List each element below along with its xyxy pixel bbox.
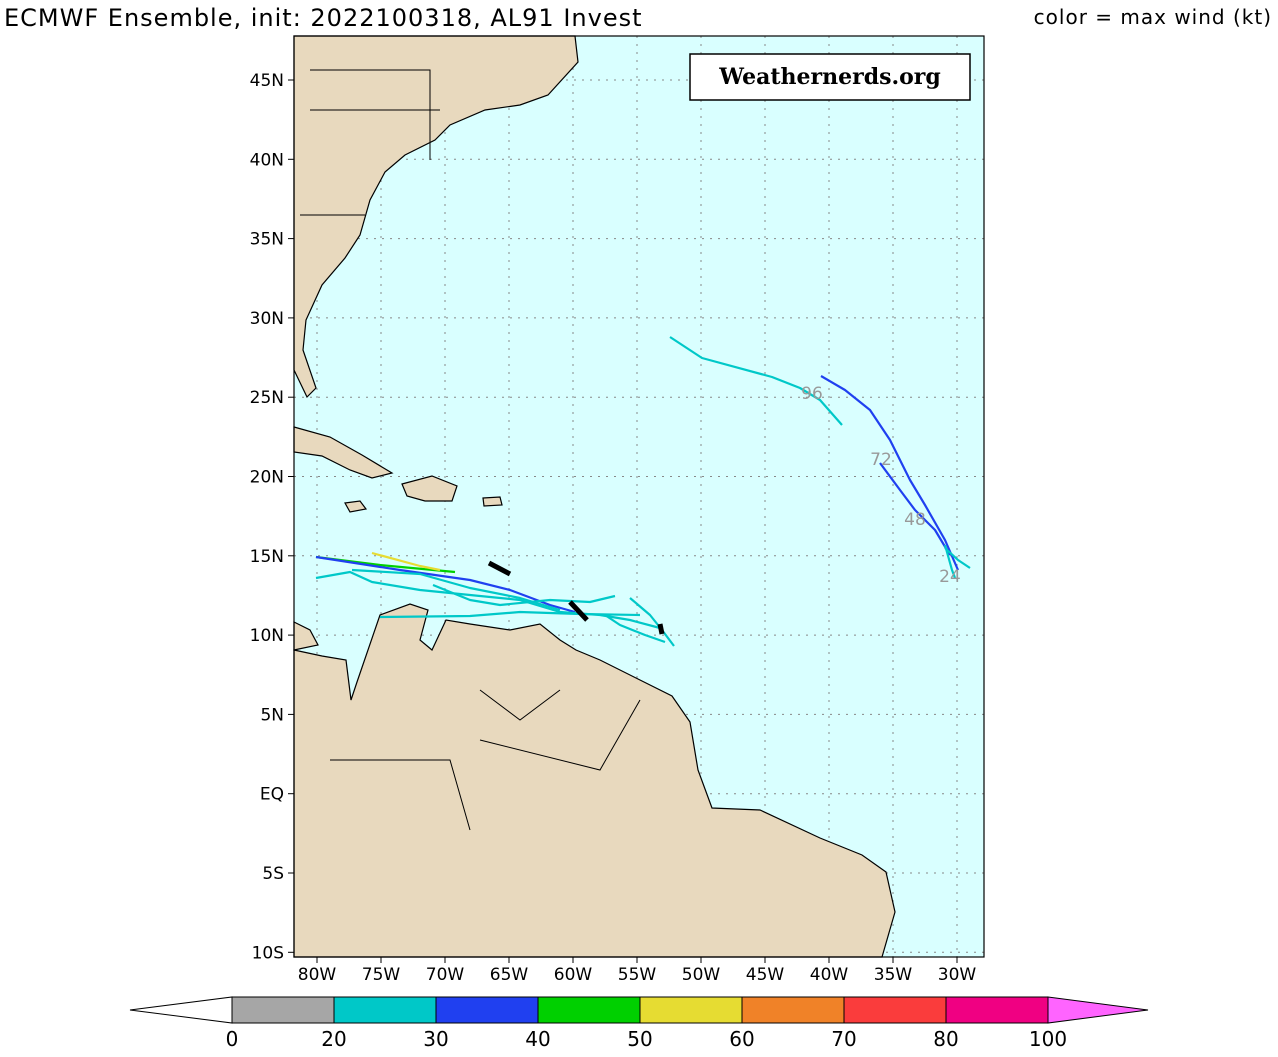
lat-label: 35N <box>250 230 284 250</box>
lon-label: 50W <box>682 965 721 985</box>
colorbar-segment <box>843 996 947 1024</box>
lon-label: 70W <box>426 965 465 985</box>
colorbar-label: 70 <box>831 1027 856 1051</box>
legend-title: color = max wind (kt) <box>1034 5 1272 29</box>
lon-label: 40W <box>810 965 849 985</box>
lat-label: 10N <box>250 626 284 646</box>
lon-label: 45W <box>746 965 785 985</box>
lon-label: 80W <box>298 965 337 985</box>
lon-label: 60W <box>554 965 593 985</box>
lat-label: 5S <box>262 864 284 884</box>
map-frame <box>293 35 985 958</box>
colorbar-segment <box>741 996 845 1024</box>
lat-label: 20N <box>250 468 284 488</box>
lat-label: 30N <box>250 309 284 329</box>
lat-label: 45N <box>250 71 284 91</box>
lat-label: 25N <box>250 388 284 408</box>
colorbar-under <box>129 996 233 1024</box>
colorbar-label: 50 <box>627 1027 652 1051</box>
colorbar-label: 20 <box>321 1027 346 1051</box>
hour-labels: 96 72 48 24 <box>801 384 961 587</box>
colorbar-label: 30 <box>423 1027 448 1051</box>
colorbar-over <box>1047 996 1149 1024</box>
colorbar-segment <box>333 996 437 1024</box>
land <box>293 35 896 958</box>
colorbar-label: 100 <box>1029 1027 1067 1051</box>
tracks <box>315 336 971 647</box>
lat-label: 15N <box>250 547 284 567</box>
lon-label: 65W <box>490 965 529 985</box>
colorbar-label: 80 <box>933 1027 958 1051</box>
colorbar-segment <box>639 996 743 1024</box>
borders <box>300 69 641 831</box>
hour-label: 72 <box>870 450 892 470</box>
colorbar-label: 60 <box>729 1027 754 1051</box>
hour-label: 24 <box>939 567 961 587</box>
hour-label: 48 <box>904 510 926 530</box>
colorbar: 0 20 30 40 50 60 70 80 100 <box>129 996 1149 1051</box>
lon-label: 75W <box>362 965 401 985</box>
lat-label: 5N <box>260 705 284 725</box>
watermark-box <box>689 53 971 101</box>
lon-label: 55W <box>618 965 657 985</box>
colorbar-segment <box>435 996 539 1024</box>
lon-label: 30W <box>938 965 977 985</box>
colorbar-segment <box>945 996 1049 1024</box>
map: 96 72 48 24 Weathernerds.org <box>293 35 985 958</box>
colorbar-segment <box>231 996 335 1024</box>
hour-label: 96 <box>801 384 823 404</box>
watermark: Weathernerds.org <box>718 64 941 90</box>
colorbar-label: 0 <box>226 1027 239 1051</box>
colorbar-label: 40 <box>525 1027 550 1051</box>
lat-label: 40N <box>250 150 284 170</box>
title: ECMWF Ensemble, init: 2022100318, AL91 I… <box>4 4 643 32</box>
lat-label: 10S <box>252 943 284 963</box>
colorbar-segment <box>537 996 641 1024</box>
lon-label: 35W <box>874 965 913 985</box>
lat-label: EQ <box>260 785 284 805</box>
